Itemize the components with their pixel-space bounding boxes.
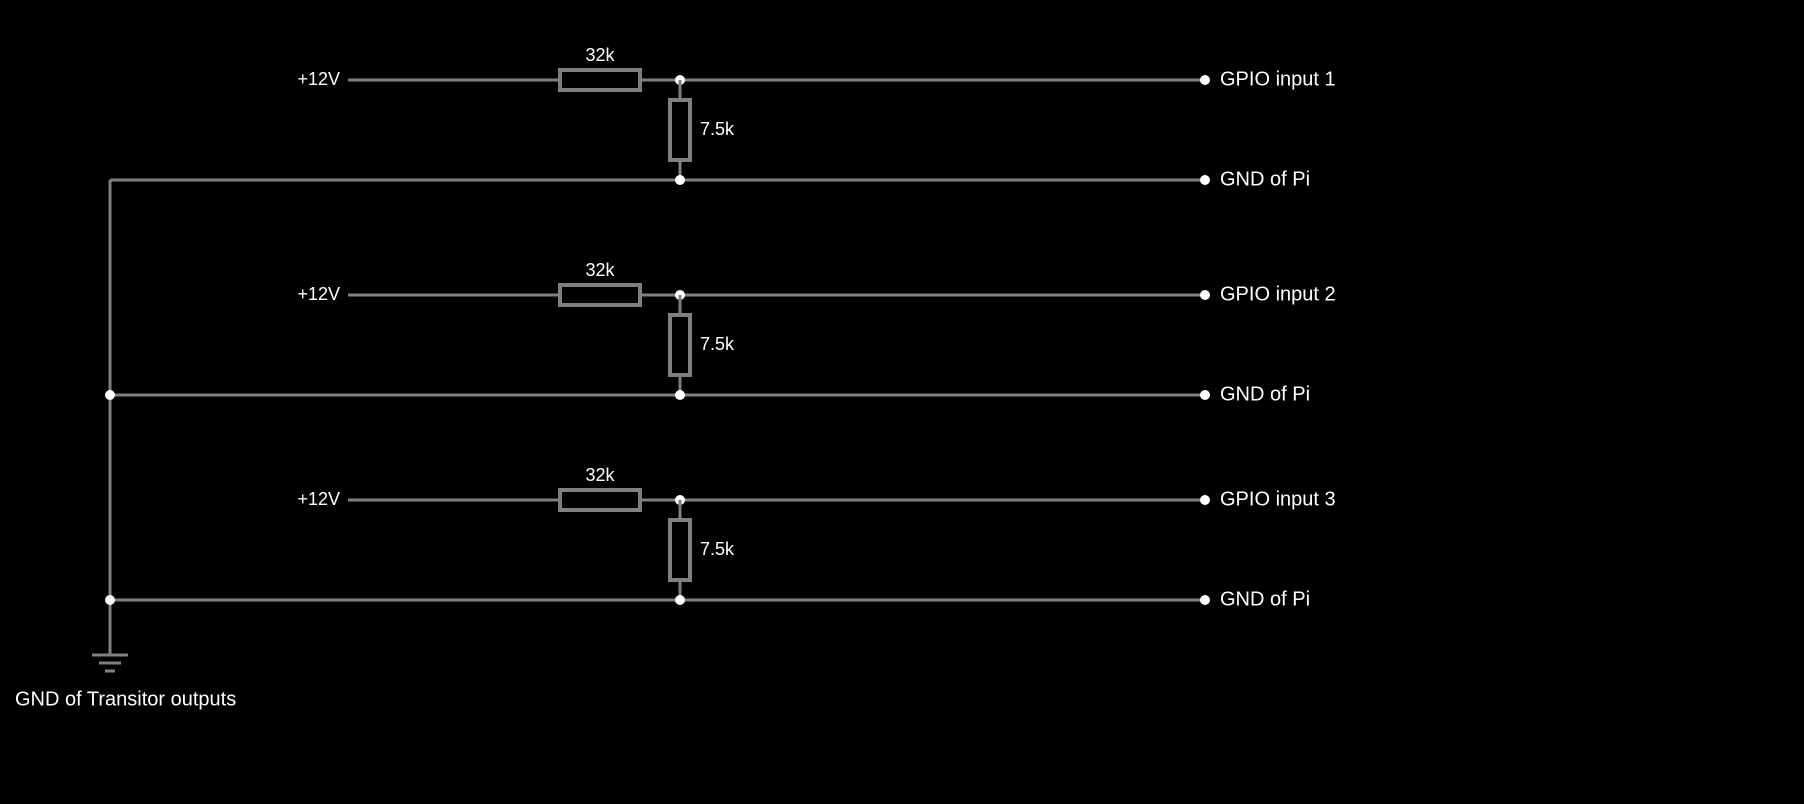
ch0-series-resistor xyxy=(560,70,640,90)
circuit-schematic: +12V 32k 7.5k GPIO input 1 GND of Pi +12V 32k 7… xyxy=(0,0,1804,804)
ch2-node-gnd-out xyxy=(1200,595,1210,605)
ch1-shunt-r-value: 7.5k xyxy=(700,334,735,354)
ch2-shunt-r-value: 7.5k xyxy=(700,539,735,559)
ch0-shunt-r-value: 7.5k xyxy=(700,119,735,139)
ch2-node-gnd-mid xyxy=(675,595,685,605)
ch1-node-gnd-mid xyxy=(675,390,685,400)
ch2-node-out xyxy=(1200,495,1210,505)
ch1-series-r-value: 32k xyxy=(585,260,615,280)
ground-label: GND of Transitor outputs xyxy=(15,688,236,710)
ch0-series-r-value: 32k xyxy=(585,45,615,65)
ch2-input-label: +12V xyxy=(297,489,340,509)
ch0-node-out xyxy=(1200,75,1210,85)
ch0-node-gnd-mid xyxy=(675,175,685,185)
ch1-input-label: +12V xyxy=(297,284,340,304)
ch0-shunt-resistor xyxy=(670,100,690,160)
ch2-output-label: GPIO input 3 xyxy=(1220,488,1336,510)
ch1-series-resistor xyxy=(560,285,640,305)
ch2-series-resistor xyxy=(560,490,640,510)
ch2-series-r-value: 32k xyxy=(585,465,615,485)
ch0-input-label: +12V xyxy=(297,69,340,89)
ch1-node-out xyxy=(1200,290,1210,300)
ch0-node-gnd-out xyxy=(1200,175,1210,185)
ch0-gnd-label: GND of Pi xyxy=(1220,168,1310,190)
ch0-output-label: GPIO input 1 xyxy=(1220,68,1336,90)
ch2-node-gnd-bus xyxy=(105,595,115,605)
ch1-shunt-resistor xyxy=(670,315,690,375)
ch1-output-label: GPIO input 2 xyxy=(1220,283,1336,305)
ch1-node-gnd-out xyxy=(1200,390,1210,400)
ch2-shunt-resistor xyxy=(670,520,690,580)
ch1-node-gnd-bus xyxy=(105,390,115,400)
ch1-gnd-label: GND of Pi xyxy=(1220,383,1310,405)
ch2-gnd-label: GND of Pi xyxy=(1220,588,1310,610)
